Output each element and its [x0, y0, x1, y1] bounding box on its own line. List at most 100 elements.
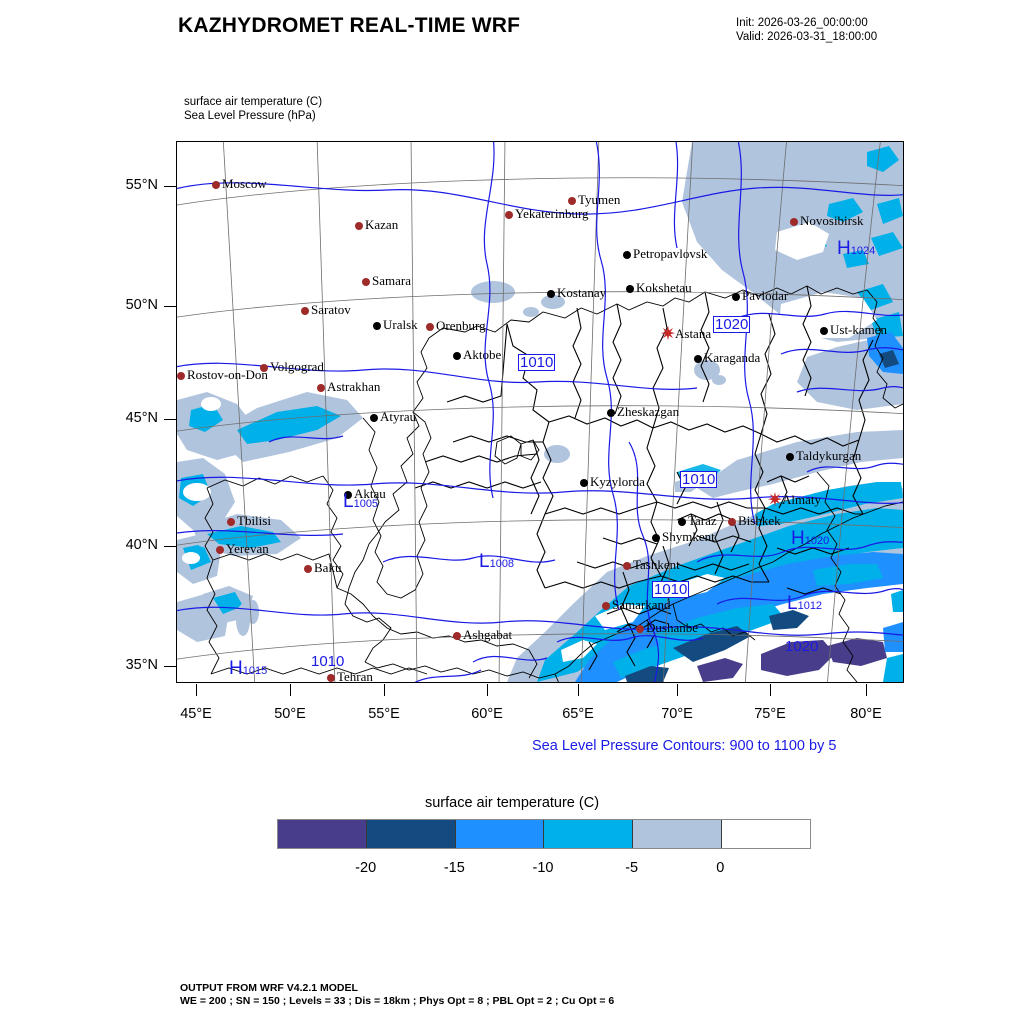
pressure-center-value: 1008 [489, 558, 515, 570]
weather-map[interactable]: Moscow Kazan Tyumen Yekaterinburg Novosibirs… [176, 141, 904, 683]
longitude-label: 45°E [180, 706, 212, 722]
city-label: Novosibirsk [800, 213, 864, 228]
city-marker [216, 546, 224, 554]
longitude-label: 70°E [661, 706, 693, 722]
page-title: KAZHYDROMET REAL-TIME WRF [178, 14, 521, 37]
city-marker [602, 602, 610, 610]
city-marker [426, 323, 434, 331]
city-marker [260, 364, 268, 372]
pressure-center-symbol: H [791, 528, 805, 549]
city-marker [790, 218, 798, 226]
city-label: Aktobe [463, 347, 502, 362]
city-label: Samara [372, 273, 411, 288]
contour-value-label: 1010 [311, 653, 345, 670]
city-label: Rostov-on-Don [187, 367, 268, 382]
city-marker [373, 322, 381, 330]
longitude-tick [290, 684, 291, 696]
city-marker [362, 278, 370, 286]
city-label: Ashgabat [463, 627, 513, 642]
city-marker [301, 307, 309, 315]
city-label: Tashkent [633, 557, 680, 572]
longitude-tick [384, 684, 385, 696]
city-label: Kostanay [557, 285, 607, 300]
low-pressure-center: L1005 [343, 491, 378, 513]
longitude-label: 50°E [274, 706, 306, 722]
contour-value-label: 1010 [680, 471, 718, 488]
latitude-label: 35°N [125, 657, 158, 673]
city-label: Zheskazgan [617, 404, 680, 419]
contour-value-label: 1010 [518, 354, 556, 371]
latitude-tick [164, 546, 177, 547]
city-marker [786, 453, 794, 461]
pressure-center-symbol: H [837, 238, 851, 259]
pressure-center-value: 1024 [850, 245, 876, 257]
longitude-tick [866, 684, 867, 696]
colorbar-title: surface air temperature (C) [424, 795, 600, 811]
city-marker [636, 625, 644, 633]
city-marker [568, 197, 576, 205]
city-marker [652, 534, 660, 542]
longitude-tick [487, 684, 488, 696]
city-marker [370, 414, 378, 422]
field-captions: surface air temperature (C) Sea Level Pr… [184, 95, 322, 123]
city-label: Aktau [354, 486, 386, 501]
city-label: Bishkek [738, 513, 781, 528]
city-marker [212, 181, 220, 189]
colorbar-tick-label: -20 [355, 860, 377, 876]
city-marker [453, 632, 461, 640]
contour-value-label: 1020 [713, 316, 751, 333]
city-label: Astrakhan [327, 379, 381, 394]
colorbar-tick-label: 0 [716, 860, 725, 876]
high-pressure-center: H1024 [837, 238, 875, 260]
colorbar-segment [544, 820, 634, 848]
latitude-label: 50°N [125, 297, 158, 313]
city-marker [623, 251, 631, 259]
city-label: Kokshetau [636, 280, 692, 295]
contour-value-label: 1010 [652, 581, 690, 598]
longitude-tick [196, 684, 197, 696]
colorbar-segment [455, 820, 545, 848]
city-marker [304, 565, 312, 573]
pressure-center-value: 1015 [242, 665, 268, 677]
field-caption-temperature: surface air temperature (C) [184, 96, 323, 108]
pressure-center-value: 1012 [797, 600, 823, 612]
city-label: Tbilisi [237, 513, 271, 528]
footer-line-2: WE = 200 ; SN = 150 ; Levels = 33 ; Dis … [180, 995, 615, 1007]
city-label: Moscow [222, 176, 267, 191]
low-pressure-center: L1008 [479, 551, 514, 573]
city-marker [623, 562, 631, 570]
city-marker [728, 518, 736, 526]
field-caption-pressure: Sea Level Pressure (hPa) [184, 110, 316, 122]
colorbar-tick-labels: -20 -15 -10 -5 0 [277, 860, 811, 880]
city-label: Kyzylorda [590, 474, 645, 489]
high-pressure-center: H1020 [791, 528, 829, 550]
pressure-center-symbol: L [787, 593, 798, 614]
city-label: Yekaterinburg [515, 206, 589, 221]
city-marker [344, 491, 352, 499]
city-label: Kazan [365, 217, 399, 232]
colorbar-segment [366, 820, 456, 848]
longitude-label: 75°E [754, 706, 786, 722]
city-marker [626, 285, 634, 293]
latitude-label: 45°N [125, 410, 158, 426]
city-label: Almaty [782, 492, 821, 507]
city-marker [820, 327, 828, 335]
model-run-info: Init: 2026-03-26_00:00:00 Valid: 2026-03… [736, 16, 877, 44]
city-label: Pavlodar [742, 288, 789, 303]
valid-time: Valid: 2026-03-31_18:00:00 [736, 31, 878, 43]
city-label: Uralsk [383, 317, 418, 332]
pressure-center-value: 1020 [804, 535, 830, 547]
city-label: Tyumen [578, 192, 621, 207]
colorbar-segment [722, 820, 810, 848]
city-label: Baku [314, 560, 342, 575]
city-label: Saratov [311, 302, 351, 317]
latitude-tick [164, 419, 177, 420]
city-marker [607, 409, 615, 417]
city-label: Yerevan [226, 541, 269, 556]
city-marker [355, 222, 363, 230]
longitude-label: 60°E [471, 706, 503, 722]
city-label: Samarkand [612, 597, 671, 612]
latitude-tick [164, 186, 177, 187]
temperature-colorbar[interactable] [277, 819, 811, 849]
city-marker [327, 674, 335, 682]
